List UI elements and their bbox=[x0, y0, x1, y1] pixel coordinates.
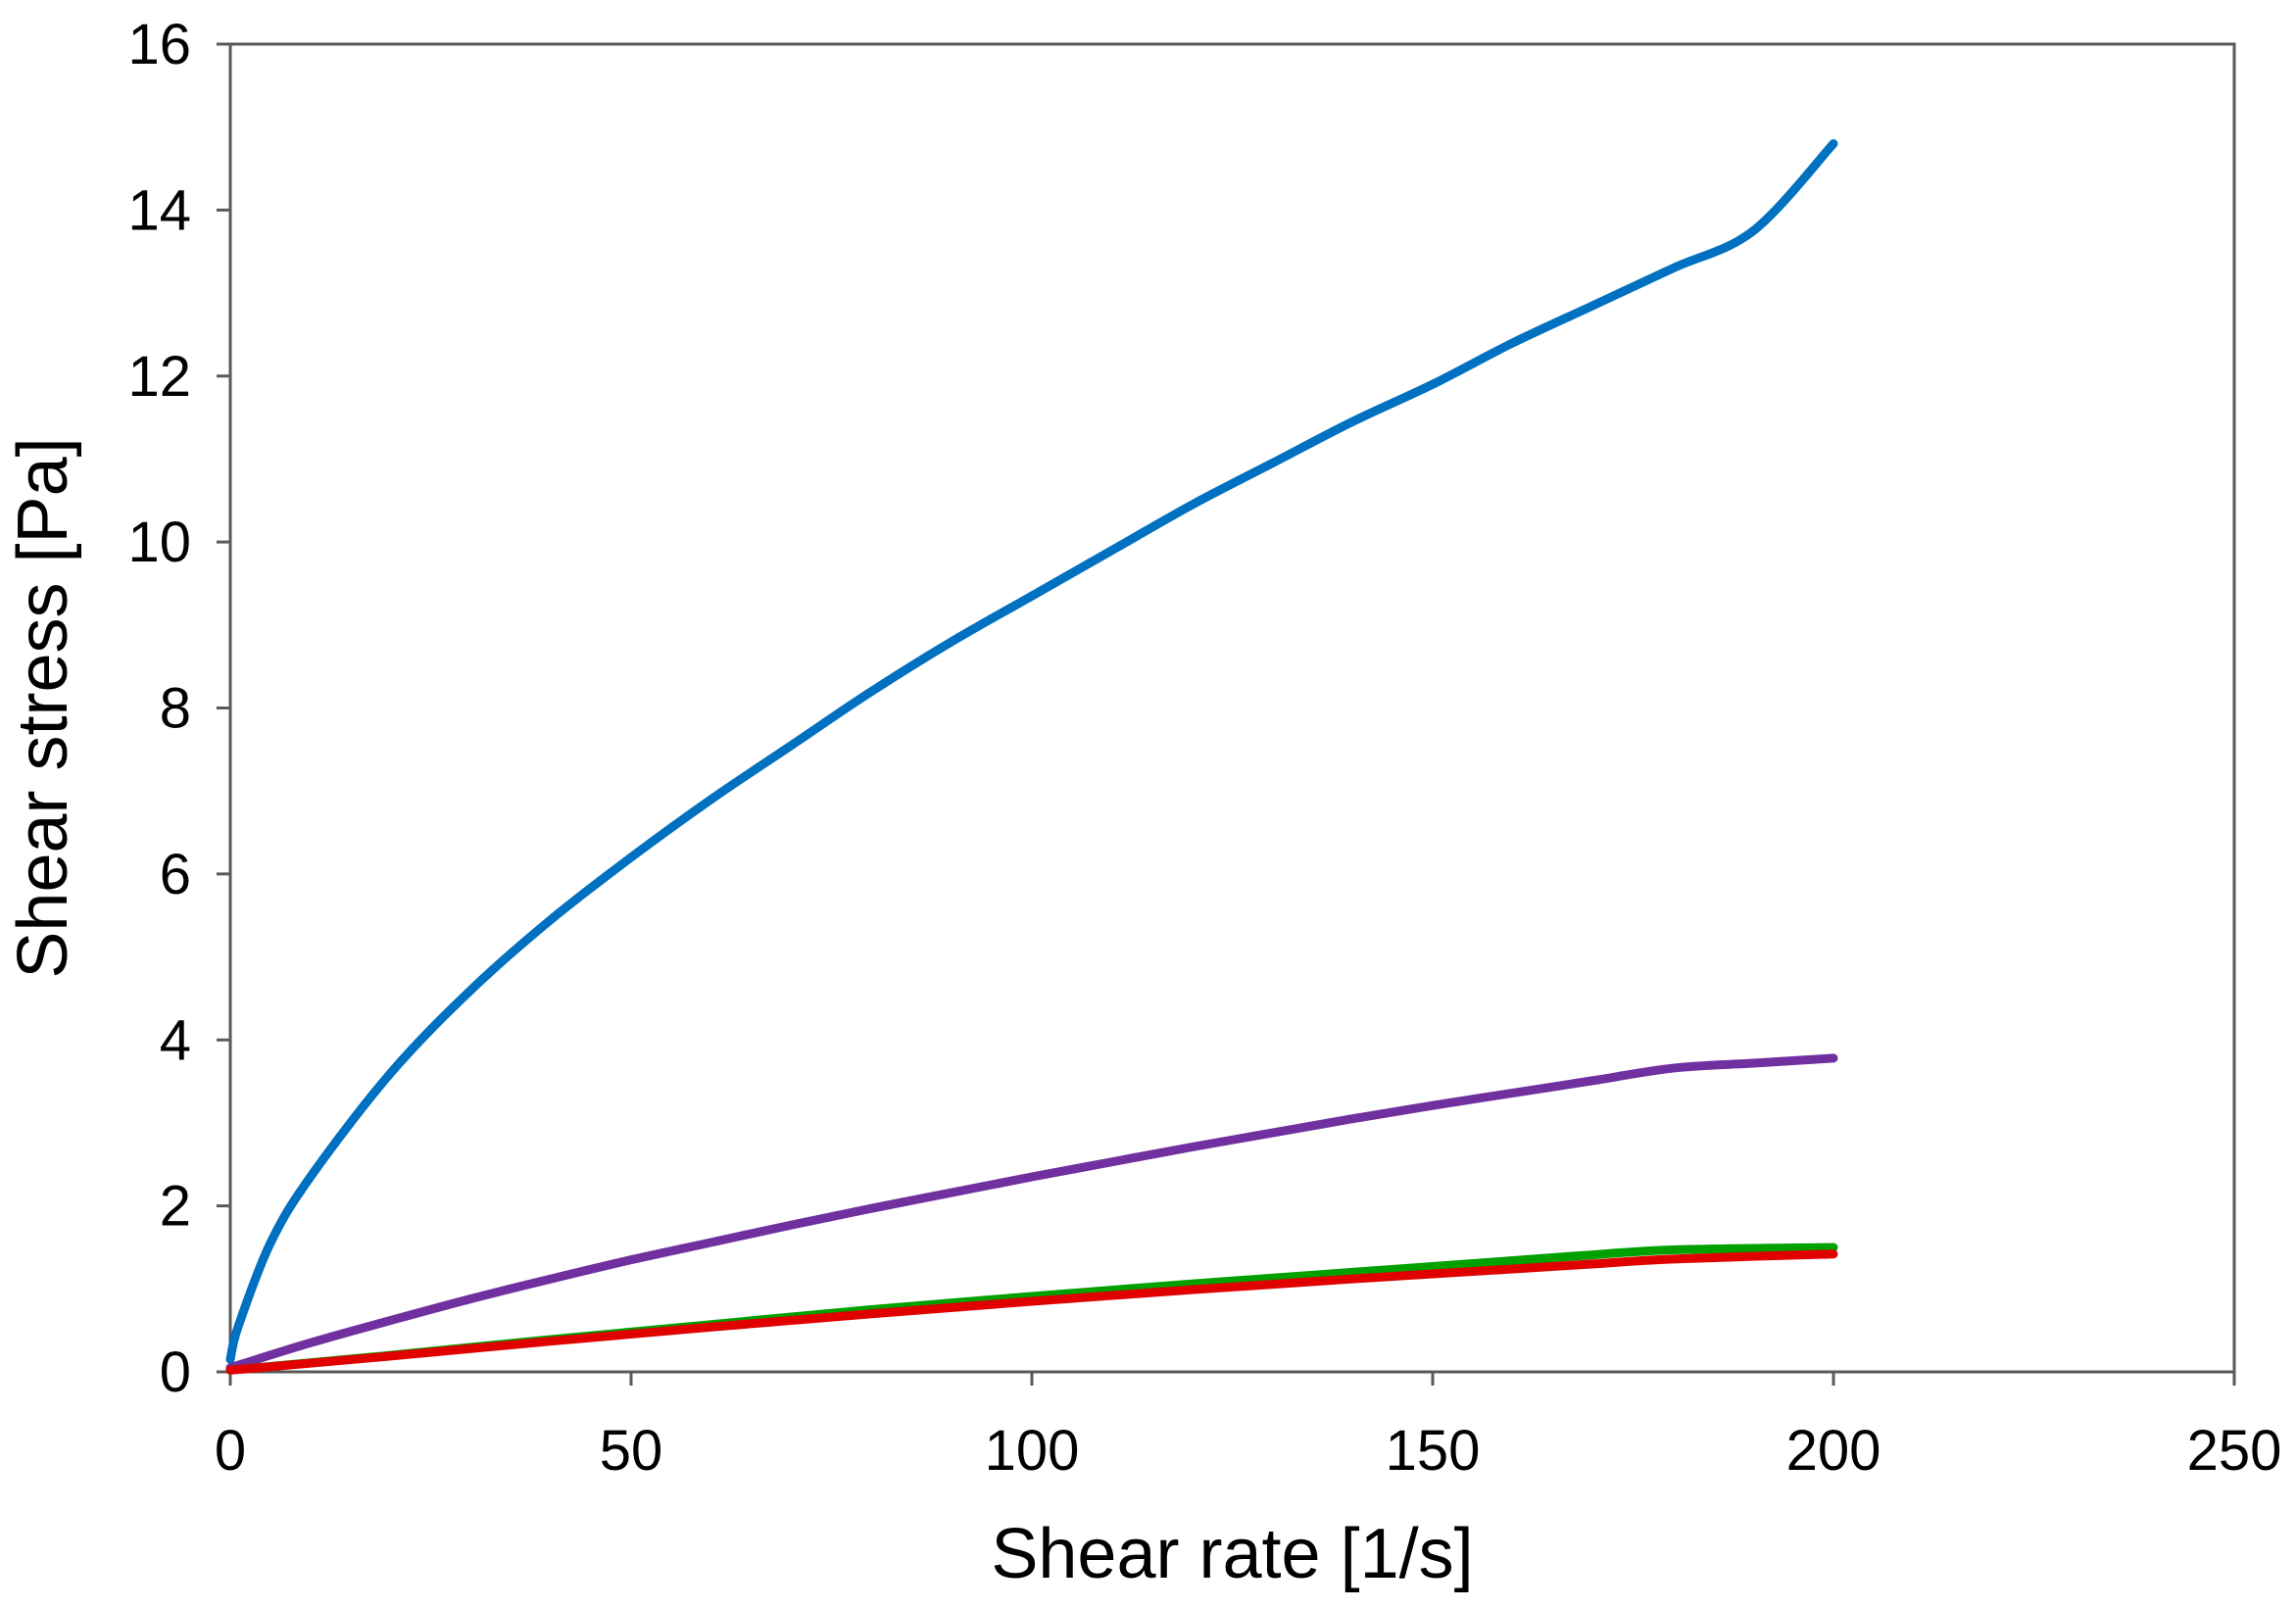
series-lines bbox=[225, 139, 1838, 1375]
y-tick-label: 4 bbox=[160, 1008, 191, 1072]
y-tick-label: 10 bbox=[127, 511, 191, 574]
x-tick-label: 50 bbox=[600, 1419, 663, 1483]
x-tick-label: 0 bbox=[215, 1419, 246, 1483]
y-axis-title: Shear stress [Pa] bbox=[4, 437, 82, 978]
series-line-blue bbox=[225, 139, 1838, 1364]
y-tick-label: 0 bbox=[160, 1341, 191, 1404]
y-tick-label: 8 bbox=[160, 677, 191, 741]
x-tick-label: 100 bbox=[985, 1419, 1080, 1483]
x-tick-label: 150 bbox=[1386, 1419, 1481, 1483]
x-tick-label: 250 bbox=[2187, 1419, 2282, 1483]
y-tick-label: 14 bbox=[127, 178, 191, 242]
y-axis-tick-labels: 0 2 4 6 8 10 12 14 16 bbox=[127, 13, 191, 1404]
series-line-red bbox=[225, 1249, 1838, 1375]
y-tick-label: 2 bbox=[160, 1175, 191, 1239]
x-tick-label: 200 bbox=[1786, 1419, 1881, 1483]
y-axis-ticks bbox=[217, 42, 230, 1374]
x-axis-tick-labels: 0 50 100 150 200 250 bbox=[215, 1419, 2282, 1483]
x-axis-title: Shear rate [1/s] bbox=[991, 1515, 1473, 1593]
y-tick-label: 6 bbox=[160, 843, 191, 906]
series-line-purple bbox=[225, 1053, 1838, 1373]
y-tick-label: 16 bbox=[127, 13, 191, 76]
x-axis-ticks bbox=[228, 1372, 2236, 1386]
y-tick-label: 12 bbox=[127, 345, 191, 409]
